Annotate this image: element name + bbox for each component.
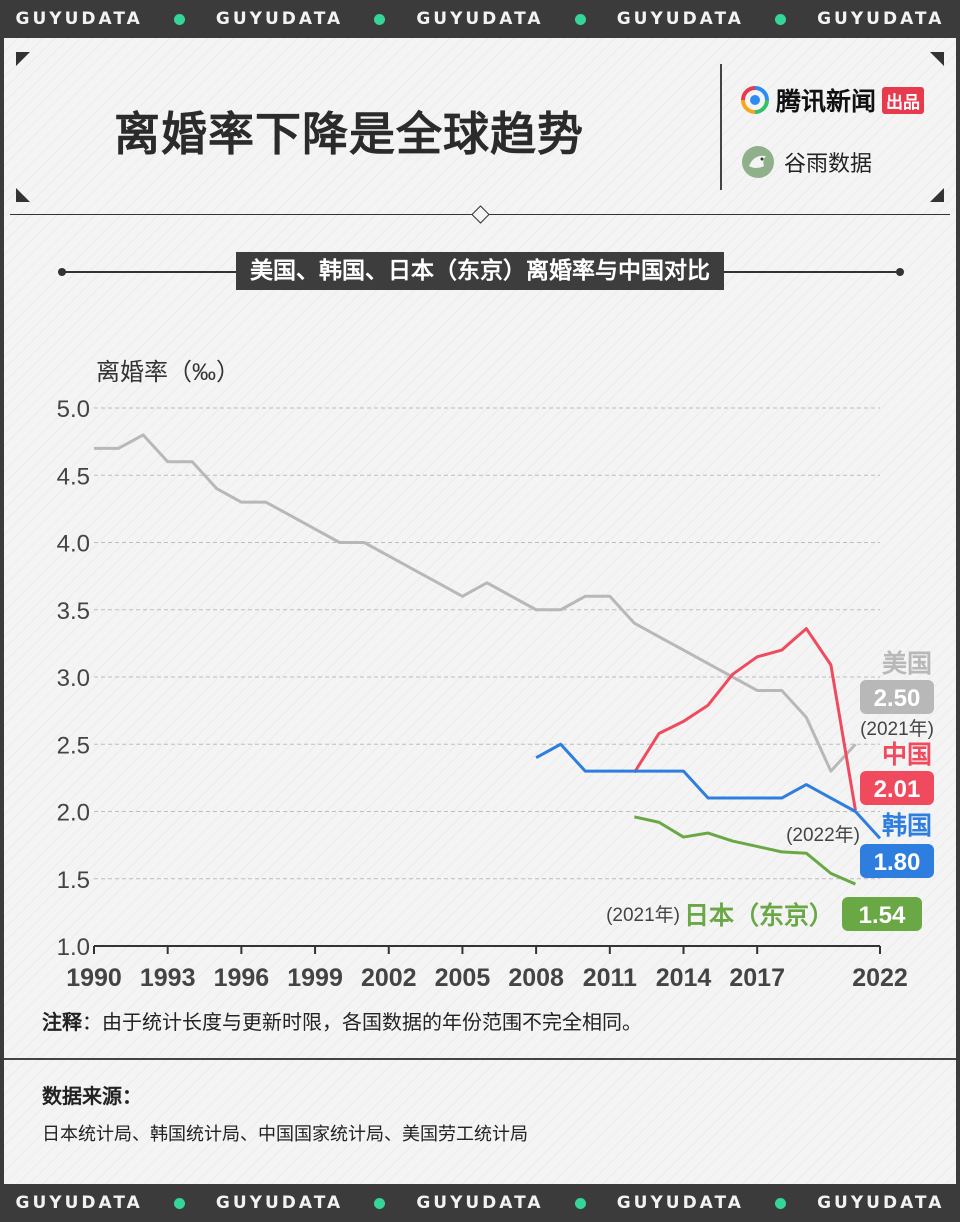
brand-dot (173, 1197, 185, 1209)
y-tick-label: 2.5 (57, 732, 90, 759)
page-title: 离婚率下降是全球趋势 (114, 107, 584, 161)
brand-text: GUYUDATA (215, 9, 344, 29)
brand-text: GUYUDATA (416, 1193, 544, 1213)
x-tick-label: 1996 (214, 964, 270, 992)
year-note: (2022年) (786, 824, 860, 846)
brand-text: GUYUDATA (616, 1193, 744, 1213)
series-line (634, 815, 857, 886)
brand-dot (574, 1197, 586, 1209)
value-badge-text: 1.54 (859, 902, 906, 929)
series-line (94, 433, 857, 773)
series-name-label: 韩国 (882, 812, 932, 840)
bottom-brand-band: GUYUDATA GUYUDATA GUYUDATA GUYUDATA GUYU… (0, 1184, 960, 1222)
y-tick-label: 3.5 (57, 598, 90, 625)
chart-note: 注释：由于统计长度与更新时限，各国数据的年份范围不完全相同。 (42, 1006, 642, 1035)
top-brand-band: GUYUDATA GUYUDATA GUYUDATA GUYUDATA GUYU… (0, 0, 960, 38)
brand-dot (374, 13, 386, 25)
diamond-ornament (471, 205, 490, 224)
brand-text: GUYUDATA (15, 9, 143, 29)
brand-dot (775, 1197, 787, 1209)
brand-text: GUYUDATA (416, 9, 544, 29)
x-tick-label: 2017 (729, 964, 785, 992)
divorce-rate-chart: 离婚率（‰） 5.0 4.5 4.0 3.5 3.0 2.5 2.0 1.5 1.0 1990 1… (57, 359, 934, 992)
y-tick-label: 4.0 (57, 531, 90, 558)
y-tick-label: 5.0 (57, 396, 90, 423)
value-badge-text: 2.01 (874, 776, 921, 803)
value-badge-text: 1.80 (874, 849, 921, 876)
source-title: 数据来源： (42, 1084, 142, 1108)
x-tick-label: 1990 (66, 964, 122, 992)
y-tick-label: 3.0 (57, 665, 90, 692)
brand-dot (574, 13, 586, 25)
y-tick-label: 2.0 (57, 800, 90, 827)
x-tick-label: 2011 (583, 964, 637, 992)
tencent-news-icon (741, 86, 769, 114)
chart-subtitle-bar: 美国、韩国、日本（东京）离婚率与中国对比 (58, 252, 904, 292)
corner-mark (930, 52, 944, 66)
tencent-news-name: 腾讯新闻 (776, 87, 877, 116)
brand-text: GUYUDATA (616, 9, 744, 29)
x-tick-label: 1993 (140, 964, 196, 992)
year-note: (2021年) (860, 718, 934, 740)
guyu-bird-icon (742, 146, 774, 178)
corner-mark (16, 52, 30, 66)
value-badge (860, 680, 934, 714)
rule-dot (58, 268, 66, 276)
y-tick-label: 4.5 (57, 463, 90, 490)
tencent-news-badge: 出品 (882, 86, 925, 114)
corner-mark (930, 188, 944, 202)
brand-text: GUYUDATA (215, 1193, 344, 1213)
source-text: 日本统计局、韩国统计局、中国国家统计局、美国劳工统计局 (42, 1124, 528, 1145)
guyu-data-name: 谷雨数据 (784, 152, 873, 177)
brand-text: GUYUDATA (15, 1193, 143, 1213)
value-badge (842, 897, 922, 931)
value-badge (860, 771, 934, 805)
brand-dot (173, 13, 185, 25)
series-name-label: 中国 (882, 741, 932, 769)
year-note: (2021年) (606, 904, 680, 926)
value-badge (860, 844, 934, 878)
guyu-data-logo: 谷雨数据 (740, 144, 872, 180)
brand-text: GUYUDATA (817, 9, 945, 29)
note-text: ：由于统计长度与更新时限，各国数据的年份范围不完全相同。 (82, 1010, 642, 1034)
brand-text: GUYUDATA (817, 1193, 945, 1213)
x-tick-label: 2014 (656, 964, 712, 992)
x-tick-label: 2022 (852, 964, 908, 992)
chart-subtitle: 美国、韩国、日本（东京）离婚率与中国对比 (236, 252, 724, 290)
series-line (633, 627, 857, 811)
x-tick-label: 2008 (508, 964, 564, 992)
note-label: 注释 (42, 1010, 82, 1034)
rule-dot (896, 268, 904, 276)
series-name-label: 美国 (882, 649, 932, 678)
tencent-news-logo: 腾讯新闻 出品 (740, 82, 925, 118)
value-badge-text: 2.50 (874, 685, 921, 712)
footer-rule (4, 1058, 956, 1060)
corner-mark (16, 188, 30, 202)
series-name-label: 日本（东京） (684, 901, 834, 930)
brand-dot (775, 13, 787, 25)
x-tick-label: 1999 (287, 964, 343, 992)
x-tick-label: 2002 (361, 964, 417, 992)
brand-dot (374, 1197, 386, 1209)
header-divider (720, 64, 722, 190)
x-tick-label: 2005 (435, 964, 491, 992)
y-tick-label: 1.5 (57, 867, 90, 894)
series-line (535, 742, 882, 840)
y-axis-label: 离婚率（‰） (96, 359, 240, 386)
content-panel: 离婚率下降是全球趋势 腾讯新闻 出品 谷雨数据 美国、韩国、日本（东京）离婚率与… (4, 38, 956, 1184)
y-tick-label: 1.0 (57, 934, 90, 961)
